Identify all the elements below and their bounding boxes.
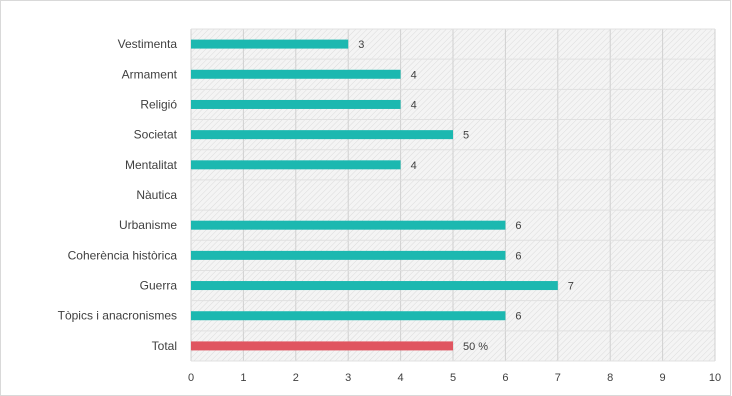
category-label: Armament [122, 67, 178, 81]
bars [191, 39, 558, 351]
x-tick-label: 6 [502, 372, 508, 384]
data-label: 7 [568, 281, 574, 293]
bar [191, 160, 401, 170]
data-label: 6 [515, 311, 521, 323]
x-tick-label: 10 [709, 372, 721, 384]
category-label: Mentalitat [125, 158, 178, 172]
data-labels: 3 4 4 5 4 6 6 7 6 50 % [358, 39, 574, 353]
data-label: 4 [411, 160, 417, 172]
bar [191, 69, 401, 79]
x-tick-label: 5 [450, 372, 456, 384]
category-label: Nàutica [136, 188, 177, 202]
x-tick-label: 2 [293, 372, 299, 384]
data-label: 4 [411, 99, 417, 111]
category-label: Coherència històrica [68, 248, 178, 262]
category-labels: Vestimenta Armament Religió Societat Mentali… [58, 37, 178, 353]
data-label: 4 [411, 69, 417, 81]
category-label: Vestimenta [118, 37, 178, 51]
data-label: 50 % [463, 341, 488, 353]
bar [191, 281, 558, 291]
bar [191, 130, 453, 140]
category-label: Urbanisme [119, 218, 177, 232]
data-label: 6 [515, 250, 521, 262]
data-label: 5 [463, 130, 469, 142]
category-label: Religió [140, 97, 177, 111]
bar [191, 311, 506, 321]
x-tick-label: 8 [607, 372, 613, 384]
bar [191, 250, 506, 260]
data-label: 3 [358, 39, 364, 51]
x-tick-label: 3 [345, 372, 351, 384]
data-label: 6 [515, 220, 521, 232]
category-label: Guerra [140, 279, 178, 293]
x-tick-label: 1 [240, 372, 246, 384]
bar [191, 220, 506, 230]
x-tick-labels: 0 1 2 3 4 5 6 7 8 9 10 [188, 372, 721, 384]
bar [191, 341, 453, 351]
x-tick-label: 7 [555, 372, 561, 384]
x-tick-label: 4 [398, 372, 404, 384]
category-label: Societat [134, 128, 178, 142]
x-tick-label: 9 [660, 372, 666, 384]
x-tick-label: 0 [188, 372, 194, 384]
bar [191, 99, 401, 109]
bar [191, 39, 349, 49]
grid-lines [190, 28, 716, 362]
category-label: Tòpics i anacronismes [58, 309, 177, 323]
category-label: Total [152, 339, 177, 353]
